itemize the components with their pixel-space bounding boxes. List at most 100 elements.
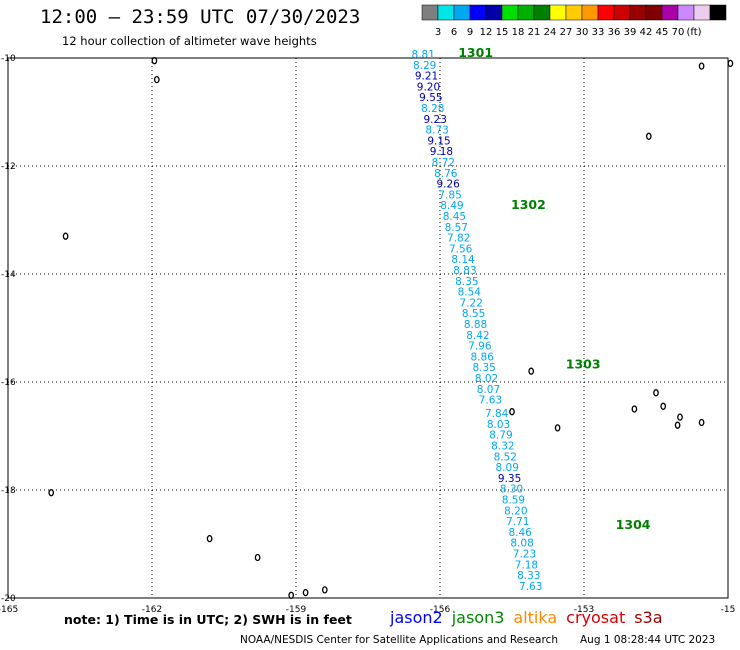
wave-height-value: 7.18 [515,559,538,571]
y-tick-label: -10 [1,54,16,64]
wave-height-value: 8.35 [455,276,478,288]
island-outline [554,424,561,432]
mission-label-cryosat: cryosat [566,608,626,627]
wave-height-value: 9.55 [419,92,442,104]
x-tick-label: -159 [286,605,307,615]
mission-label-altika: altika [513,608,558,627]
wave-height-value: 8.08 [510,538,533,550]
island-outline [254,553,261,562]
island-outline [674,421,681,429]
mission-label-s3a: s3a [634,608,663,627]
island-outline [288,591,295,599]
pass-time-label: 1301 [458,45,493,60]
wave-height-value: 8.57 [445,222,468,234]
colorbar-label: 27 [560,27,573,38]
island-outline [631,405,638,413]
colorbar-label: 12 [480,27,493,38]
wave-height-value: 9.21 [415,71,438,83]
wave-height-value: 8.83 [453,265,476,277]
wave-height-value: 7.96 [468,341,492,353]
x-tick-label: -15 [721,605,736,615]
wave-height-value: 8.86 [471,351,495,363]
wave-height-value: 8.07 [477,384,500,396]
island-outline [302,588,309,597]
wave-height-value: 8.33 [517,570,540,582]
island-outline [660,402,667,410]
wave-height-value: 7.71 [506,516,529,528]
x-tick-label: -153 [574,605,594,615]
y-tick-label: -12 [1,162,16,172]
wave-height-value: 8.20 [504,505,527,517]
wave-height-value: 9.18 [430,146,453,158]
wave-height-value: 9.35 [498,473,521,485]
colorbar-label: 18 [512,27,525,38]
island-outline [509,408,515,416]
wave-height-value: 7.82 [447,233,470,245]
colorbar-label: 30 [576,27,589,38]
wave-height-value: 8.02 [475,373,498,385]
island-outline [528,367,535,375]
colorbar-label: 70 [672,27,685,38]
island-outline [321,586,328,594]
y-tick-label: -18 [1,486,16,496]
colorbar-label: 42 [640,27,653,38]
mission-label-jason2: jason2 [390,608,443,627]
colorbar-label: 21 [528,27,541,38]
x-tick-label: -165 [0,605,18,615]
units-note: note: 1) Time is in UTC; 2) SWH is in fe… [64,612,352,627]
wave-height-value: 8.35 [472,362,495,374]
credit-line: NOAA/NESDIS Center for Satellite Applica… [240,634,558,646]
island-outline [153,75,160,84]
wave-height-value: 7.23 [513,549,536,561]
colorbar-label: 33 [592,27,605,38]
y-tick-label: -20 [1,594,16,604]
chart-subtitle: 12 hour collection of altimeter wave hei… [62,34,317,48]
mission-label-jason3: jason3 [451,608,505,627]
wave-height-value: 7.56 [449,243,473,255]
wave-height-value: 8.49 [440,200,463,212]
chart-title: 12:00 — 23:59 UTC 07/30/2023 [40,6,361,28]
wave-height-value: 8.32 [491,441,514,453]
colorbar-swatch [709,4,727,21]
island-outline [677,413,683,421]
island-outline [206,534,213,543]
wave-height-value: 8.88 [464,319,487,331]
wave-height-value: 8.03 [487,419,510,431]
island-outline [62,232,69,240]
wave-height-value: 8.59 [502,495,525,507]
colorbar-label: 6 [451,27,457,38]
colorbar-label: 39 [624,27,637,38]
wave-height-value: 9.15 [427,135,450,147]
wave-height-value: 7.84 [485,408,509,420]
wave-height-value: 8.55 [462,308,485,320]
wave-height-value: 8.09 [496,462,519,474]
colorbar-label: 3 [435,27,441,38]
island-outline [151,57,158,65]
wave-height-value: 8.29 [413,60,436,72]
wave-height-value: 8.42 [466,330,489,342]
wave-height-value: 8.14 [451,254,475,266]
plot-frame [7,57,729,599]
colorbar-label: 45 [656,27,669,38]
island-outline [645,132,652,140]
x-tick-label: -162 [142,605,162,615]
wave-height-value: 8.81 [412,49,435,61]
wave-height-value: 9.26 [436,179,460,191]
wave-height-value: 7.85 [438,189,461,201]
island-outline [698,418,705,427]
colorbar-label: 24 [544,27,557,38]
island-outline [48,489,55,497]
wave-height-value: 8.76 [434,168,458,180]
wave-height-value: 7.63 [479,395,502,407]
wave-height-value: 8.52 [494,451,517,463]
pass-time-label: 1302 [511,197,546,212]
wave-height-value: 7.22 [460,297,483,309]
wave-height-colorbar: 3 6 9 12 15 18 21 24 27 30 33 36 39 42 45 70 (ft) [421,4,727,38]
colorbar-label: 9 [467,27,473,38]
island-outline [727,59,734,68]
wave-height-value: 8.54 [458,287,482,299]
pass-time-label: 1303 [566,357,601,372]
wave-height-value: 9.23 [424,114,447,126]
wave-height-value: 8.79 [489,430,512,442]
